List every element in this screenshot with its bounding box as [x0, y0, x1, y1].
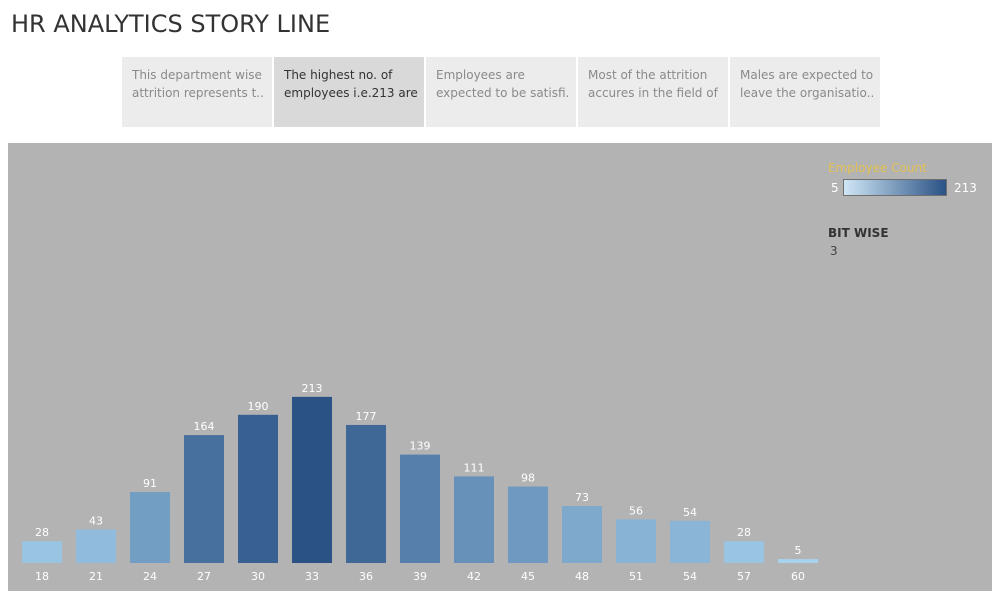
- bar-57[interactable]: [724, 541, 764, 563]
- x-tick-label-60: 60: [791, 570, 805, 583]
- story-point-2-line-2: employees i.e.213 are..: [284, 86, 418, 100]
- x-tick-label-57: 57: [737, 570, 751, 583]
- story-point-4-line-1: Most of the attrition: [588, 68, 708, 82]
- story-point-3-line-2: expected to be satisfi..: [436, 86, 570, 100]
- legend-min-label: 5: [831, 181, 839, 195]
- data-label-18: 28: [35, 526, 49, 539]
- x-tick-label-48: 48: [575, 570, 589, 583]
- x-tick-label-30: 30: [251, 570, 265, 583]
- data-label-51: 56: [629, 504, 643, 517]
- story-point-3[interactable]: Employees are expected to be satisfi..: [426, 57, 576, 127]
- x-tick-label-39: 39: [413, 570, 427, 583]
- story-point-1-line-1: This department wise: [132, 68, 262, 82]
- x-tick-label-24: 24: [143, 570, 157, 583]
- data-label-30: 190: [248, 400, 269, 413]
- data-label-42: 111: [464, 461, 485, 474]
- story-point-5-line-2: leave the organisatio..: [740, 86, 874, 100]
- x-tick-label-42: 42: [467, 570, 481, 583]
- bar-48[interactable]: [562, 506, 602, 563]
- bar-30[interactable]: [238, 414, 278, 563]
- data-label-54: 54: [683, 506, 697, 519]
- data-label-60: 5: [795, 544, 802, 557]
- bar-54[interactable]: [670, 520, 710, 563]
- x-tick-label-21: 21: [89, 570, 103, 583]
- filter-value[interactable]: 3: [830, 244, 838, 258]
- x-tick-label-51: 51: [629, 570, 643, 583]
- bar-36[interactable]: [346, 424, 386, 563]
- story-navigator: This department wise attrition represent…: [122, 57, 880, 127]
- x-tick-label-54: 54: [683, 570, 697, 583]
- data-label-33: 213: [302, 382, 323, 395]
- story-point-1-line-2: attrition represents t..: [132, 86, 264, 100]
- story-point-4[interactable]: Most of the attrition accures in the fie…: [578, 57, 728, 127]
- data-label-36: 177: [356, 410, 377, 423]
- story-point-4-line-2: accures in the field of ..: [588, 86, 722, 100]
- story-point-3-line-1: Employees are: [436, 68, 525, 82]
- bar-60[interactable]: [778, 559, 818, 563]
- bar-33[interactable]: [292, 396, 332, 563]
- bar-39[interactable]: [400, 454, 440, 563]
- data-label-48: 73: [575, 491, 589, 504]
- data-label-27: 164: [194, 420, 215, 433]
- story-point-2-line-1: The highest no. of: [284, 68, 393, 82]
- bar-chart: 28 18 43 21 91 24 164 27 190 30 213 33 177 36 139 39 111…: [22, 382, 818, 583]
- legend-title: Employee Count: [828, 161, 927, 175]
- data-label-39: 139: [410, 440, 431, 453]
- legend-color-ramp: [843, 179, 947, 196]
- x-tick-label-45: 45: [521, 570, 535, 583]
- page-title: HR ANALYTICS STORY LINE: [11, 10, 331, 38]
- bar-51[interactable]: [616, 519, 656, 563]
- x-tick-label-27: 27: [197, 570, 211, 583]
- data-label-57: 28: [737, 526, 751, 539]
- x-tick-label-18: 18: [35, 570, 49, 583]
- bar-21[interactable]: [76, 529, 116, 563]
- bar-27[interactable]: [184, 435, 224, 563]
- data-label-24: 91: [143, 477, 157, 490]
- x-tick-label-36: 36: [359, 570, 373, 583]
- x-tick-label-33: 33: [305, 570, 319, 583]
- story-point-5-line-1: Males are expected to: [740, 68, 874, 82]
- legend-max-label: 213: [954, 181, 977, 195]
- story-point-5[interactable]: Males are expected to leave the organisa…: [730, 57, 880, 127]
- bar-24[interactable]: [130, 492, 170, 563]
- bar-18[interactable]: [22, 541, 62, 563]
- bar-42[interactable]: [454, 476, 494, 563]
- chart-panel: 28 18 43 21 91 24 164 27 190 30 213 33 177 36 139 39 111…: [8, 143, 992, 591]
- bar-45[interactable]: [508, 486, 548, 563]
- filter-title: BIT WISE: [828, 226, 889, 240]
- data-label-21: 43: [89, 514, 103, 527]
- story-point-2[interactable]: The highest no. of employees i.e.213 are…: [274, 57, 424, 127]
- story-point-1[interactable]: This department wise attrition represent…: [122, 57, 272, 127]
- data-label-45: 98: [521, 472, 535, 485]
